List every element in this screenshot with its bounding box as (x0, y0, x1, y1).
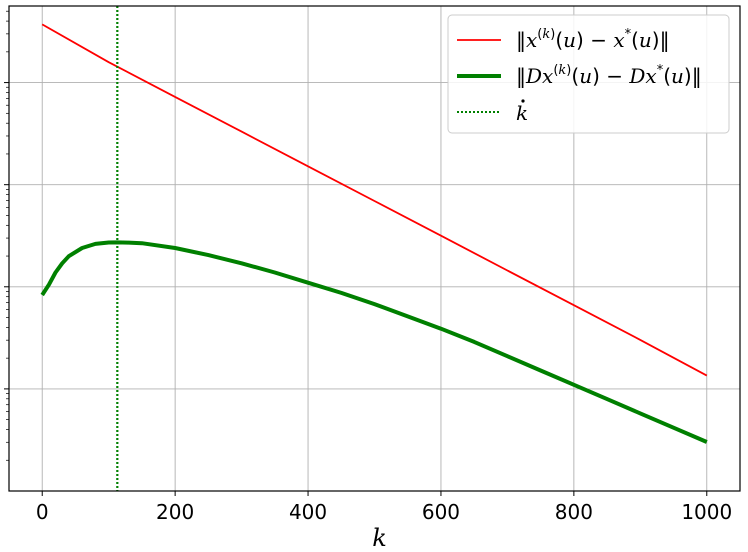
series-layer (40, 6, 708, 491)
x-tick-label: 200 (156, 500, 194, 524)
x-axis-label: k (372, 524, 387, 552)
x-tick-label: 400 (289, 500, 327, 524)
legend-label-kdot: k (516, 101, 528, 125)
legend: ‖x(k)(u) − x*(u)‖ ‖Dx(k)(u) − Dx*(u)‖ k (447, 14, 730, 134)
derivative-series-line (40, 240, 708, 444)
plot-frame (8, 5, 741, 492)
legend-box (447, 14, 730, 134)
ticks: 0 200 400 600 800 1000 (4, 10, 732, 524)
x-tick-label: 1000 (681, 500, 732, 524)
legend-label-derivative: ‖Dx(k)(u) − Dx*(u)‖ (516, 63, 702, 88)
x-tick-label: 0 (36, 500, 49, 524)
x-tick-label: 600 (422, 500, 460, 524)
legend-label-kdot-dot (521, 99, 525, 103)
legend-label-error: ‖x(k)(u) − x*(u)‖ (516, 27, 670, 52)
x-tick-label: 800 (555, 500, 593, 524)
error-series-line (41, 23, 708, 377)
